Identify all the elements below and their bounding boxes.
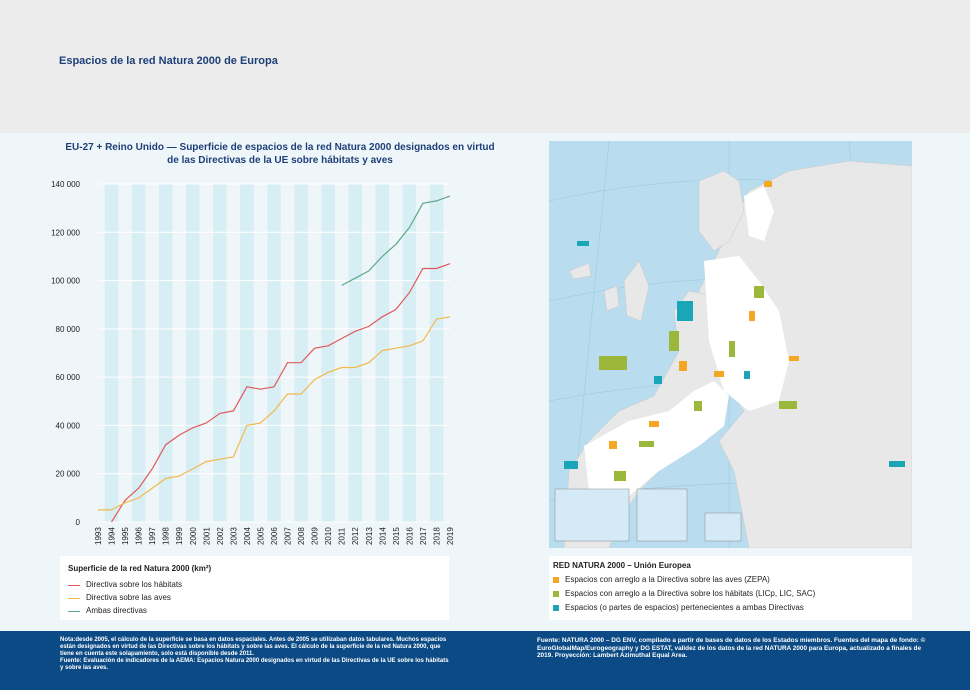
legend-label: Directiva sobre las aves bbox=[86, 593, 171, 602]
legend-label: Directiva sobre los hábitats bbox=[86, 580, 183, 589]
x-tick-label: 1996 bbox=[135, 527, 144, 545]
x-tick-label: 2017 bbox=[419, 527, 428, 545]
y-tick-label: 120 000 bbox=[51, 228, 80, 237]
x-tick-label: 2002 bbox=[216, 527, 225, 545]
grid-band bbox=[402, 184, 417, 522]
y-tick-label: 60 000 bbox=[56, 373, 81, 382]
line-chart: 0 20 000 40 000 60 000 80 000 100 000 120 000 1… bbox=[51, 180, 455, 545]
map-legend-title: RED NATURA 2000 – Unión Europea bbox=[553, 561, 691, 570]
x-tick-label: 2013 bbox=[365, 527, 374, 545]
grid-band bbox=[294, 184, 308, 522]
grid-band bbox=[104, 184, 119, 522]
y-tick-label: 40 000 bbox=[56, 421, 81, 430]
footer: Nota:desde 2005, el cálculo de la superf… bbox=[0, 631, 970, 690]
swatch-zepa bbox=[553, 576, 559, 583]
chart-title: EU-27 + Reino Unido — Superficie de espa… bbox=[65, 142, 495, 166]
x-tick-label: 1998 bbox=[162, 527, 171, 545]
grid-band bbox=[213, 184, 227, 522]
x-tick-label: 2000 bbox=[189, 527, 198, 545]
x-tick-label: 2005 bbox=[256, 527, 265, 545]
europe-map bbox=[549, 141, 912, 548]
footer-source-right: Fuente: NATURA 2000 – DG ENV, compilado … bbox=[537, 637, 926, 660]
grid-band bbox=[375, 184, 390, 522]
x-tick-label: 2001 bbox=[202, 527, 211, 545]
grid-band bbox=[131, 184, 146, 522]
series-line-1 bbox=[98, 316, 451, 511]
map-legend: RED NATURA 2000 – Unión Europea Espacios… bbox=[549, 556, 912, 620]
x-tick-label: 2008 bbox=[297, 527, 306, 545]
series-line-0 bbox=[110, 263, 451, 523]
x-tick-label: 2003 bbox=[229, 527, 238, 545]
x-tick-label: 1995 bbox=[121, 527, 130, 545]
grid-band bbox=[348, 184, 362, 522]
x-tick-label: 1993 bbox=[94, 527, 103, 545]
footer-source-left: Fuente: Evaluación de indicadores de la … bbox=[60, 658, 449, 671]
header-band bbox=[0, 0, 970, 133]
legend-label: Ambas directivas bbox=[86, 606, 147, 615]
footer-left: Nota:desde 2005, el cálculo de la superf… bbox=[60, 637, 450, 672]
legend-swatch bbox=[68, 598, 80, 599]
x-tick-label: 1997 bbox=[148, 527, 157, 545]
series-line-2 bbox=[341, 195, 451, 286]
y-tick-label: 0 bbox=[76, 518, 81, 527]
legend-title: Superficie de la red Natura 2000 (km²) bbox=[68, 564, 212, 573]
grid-band bbox=[321, 184, 335, 522]
x-tick-label: 2007 bbox=[284, 527, 293, 545]
legend-swatch bbox=[68, 611, 80, 612]
x-tick-label: 2014 bbox=[378, 527, 387, 545]
y-tick-label: 20 000 bbox=[56, 470, 81, 479]
swatch-lic bbox=[553, 590, 559, 597]
x-tick-label: 2018 bbox=[432, 527, 441, 545]
grid-band bbox=[429, 184, 444, 522]
x-tick-label: 2006 bbox=[270, 527, 279, 545]
map-legend-label: Espacios con arreglo a la Directiva sobr… bbox=[565, 589, 816, 598]
x-tick-label: 1994 bbox=[108, 527, 117, 545]
grid-band bbox=[267, 184, 281, 522]
grid-band bbox=[186, 184, 200, 522]
page-title: Espacios de la red Natura 2000 de Europa bbox=[59, 55, 278, 67]
footer-note: Nota:desde 2005, el cálculo de la superf… bbox=[60, 637, 447, 657]
x-tick-label: 2009 bbox=[311, 527, 320, 545]
map-legend-label: Espacios con arreglo a la Directiva sobr… bbox=[565, 575, 770, 584]
map-legend-item-zepa: Espacios con arreglo a la Directiva sobr… bbox=[553, 575, 770, 587]
swatch-ambas bbox=[553, 604, 559, 611]
x-tick-label: 2004 bbox=[243, 527, 252, 545]
x-tick-label: 1999 bbox=[175, 527, 184, 545]
x-tick-label: 2016 bbox=[405, 527, 414, 545]
x-tick-label: 2011 bbox=[338, 527, 347, 545]
grid-band bbox=[240, 184, 254, 522]
map-legend-item-ambas: Espacios (o partes de espacios) pertenec… bbox=[553, 603, 804, 615]
legend-swatch bbox=[68, 585, 80, 586]
map-graphic bbox=[549, 141, 912, 548]
map-legend-label: Espacios (o partes de espacios) pertenec… bbox=[565, 603, 804, 612]
x-tick-label: 2019 bbox=[446, 527, 455, 545]
y-tick-label: 80 000 bbox=[56, 325, 81, 334]
x-tick-label: 2012 bbox=[351, 527, 360, 545]
grid-band bbox=[158, 184, 173, 522]
y-tick-label: 100 000 bbox=[51, 277, 80, 286]
chart-legend: Superficie de la red Natura 2000 (km²) D… bbox=[60, 556, 449, 620]
x-tick-label: 2015 bbox=[392, 527, 401, 545]
y-tick-label: 140 000 bbox=[51, 180, 80, 189]
map-legend-item-lic: Espacios con arreglo a la Directiva sobr… bbox=[553, 589, 815, 601]
x-tick-label: 2010 bbox=[324, 527, 333, 545]
